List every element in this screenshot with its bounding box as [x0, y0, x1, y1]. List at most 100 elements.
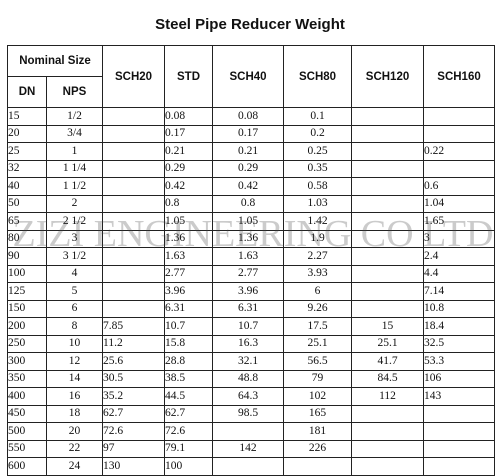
- cell-sch40: 64.3: [212, 387, 285, 406]
- cell-nps: 6: [45, 299, 104, 318]
- cell-sch160: [423, 124, 496, 143]
- cell-sch120: [351, 177, 425, 196]
- cell-std: 38.5: [164, 369, 214, 388]
- cell-std: 28.8: [164, 352, 214, 371]
- cell-sch160: 3: [423, 229, 496, 248]
- cell-std: 1.63: [164, 247, 214, 266]
- table-row: 32 1 1/4 0.29 0.29 0.35: [7, 159, 496, 178]
- cell-dn: 350: [7, 369, 47, 388]
- cell-sch120: [351, 299, 425, 318]
- cell-sch160: 10.8: [423, 299, 496, 318]
- cell-sch160: 1.04: [423, 194, 496, 213]
- cell-sch20: [102, 159, 166, 178]
- table-row: 40 1 1/2 0.42 0.42 0.58 0.6: [7, 177, 496, 196]
- table-row: 600 24 130 100: [7, 457, 496, 476]
- cell-sch20: [102, 212, 166, 231]
- cell-sch40: 0.08: [212, 107, 285, 126]
- table-row: 350 14 30.5 38.5 48.8 79 84.5 106: [7, 369, 496, 388]
- page-title: Steel Pipe Reducer Weight: [155, 16, 345, 33]
- cell-dn: 500: [7, 422, 47, 441]
- cell-dn: 200: [7, 317, 47, 336]
- cell-sch160: [423, 457, 496, 476]
- cell-sch120: [351, 247, 425, 266]
- cell-sch120: [351, 107, 425, 126]
- cell-dn: 15: [7, 107, 47, 126]
- cell-sch120: [351, 282, 425, 301]
- table-row: 90 3 1/2 1.63 1.63 2.27 2.4: [7, 247, 496, 266]
- cell-sch40: 10.7: [212, 317, 285, 336]
- cell-sch40: 0.21: [212, 142, 285, 161]
- cell-nps: 20: [45, 422, 104, 441]
- cell-std: 0.21: [164, 142, 214, 161]
- table-row: 200 8 7.85 10.7 10.7 17.5 15 18.4: [7, 317, 496, 336]
- cell-dn: 50: [7, 194, 47, 213]
- cell-nps: 24: [45, 457, 104, 476]
- cell-sch120: 25.1: [351, 334, 425, 353]
- cell-std: 44.5: [164, 387, 214, 406]
- cell-sch160: [423, 159, 496, 178]
- cell-std: 2.77: [164, 264, 214, 283]
- cell-sch40: 1.63: [212, 247, 285, 266]
- cell-sch160: 53.3: [423, 352, 496, 371]
- cell-sch40: 1.36: [212, 229, 285, 248]
- cell-sch40: 2.77: [212, 264, 285, 283]
- cell-sch160: [423, 439, 496, 458]
- cell-sch20: 130: [102, 457, 166, 476]
- cell-sch40: [212, 422, 285, 441]
- table-row: 125 5 3.96 3.96 6 7.14: [7, 282, 496, 301]
- cell-nps: 8: [45, 317, 104, 336]
- table-row: 450 18 62.7 62.7 98.5 165: [7, 404, 496, 423]
- cell-nps: 18: [45, 404, 104, 423]
- header-sch160: SCH160: [423, 45, 496, 108]
- cell-dn: 400: [7, 387, 47, 406]
- cell-sch80: 17.5: [283, 317, 353, 336]
- cell-sch160: 0.6: [423, 177, 496, 196]
- cell-sch20: 7.85: [102, 317, 166, 336]
- table-row: 400 16 35.2 44.5 64.3 102 112 143: [7, 387, 496, 406]
- cell-std: 10.7: [164, 317, 214, 336]
- cell-std: 72.6: [164, 422, 214, 441]
- cell-sch20: 62.7: [102, 404, 166, 423]
- table-row: 100 4 2.77 2.77 3.93 4.4: [7, 264, 496, 283]
- cell-sch40: 1.05: [212, 212, 285, 231]
- cell-sch40: 0.17: [212, 124, 285, 143]
- table-row: 15 1/2 0.08 0.08 0.1: [7, 107, 496, 126]
- cell-std: 15.8: [164, 334, 214, 353]
- cell-sch40: 0.8: [212, 194, 285, 213]
- cell-nps: 10: [45, 334, 104, 353]
- cell-sch40: 0.29: [212, 159, 285, 178]
- cell-sch20: [102, 107, 166, 126]
- cell-dn: 90: [7, 247, 47, 266]
- reducer-weight-table: Nominal Size SCH20 STD SCH40 SCH80 SCH12…: [6, 45, 496, 476]
- cell-sch80: 0.35: [283, 159, 353, 178]
- cell-sch20: 25.6: [102, 352, 166, 371]
- cell-nps: 3: [45, 229, 104, 248]
- cell-sch120: [351, 159, 425, 178]
- cell-dn: 600: [7, 457, 47, 476]
- cell-dn: 125: [7, 282, 47, 301]
- header-std: STD: [164, 45, 214, 108]
- table-row: 550 22 97 79.1 142 226: [7, 439, 496, 458]
- cell-sch20: 30.5: [102, 369, 166, 388]
- cell-sch160: 4.4: [423, 264, 496, 283]
- cell-sch80: 25.1: [283, 334, 353, 353]
- cell-sch80: 165: [283, 404, 353, 423]
- cell-std: 62.7: [164, 404, 214, 423]
- cell-nps: 3/4: [45, 124, 104, 143]
- cell-nps: 12: [45, 352, 104, 371]
- cell-sch40: 6.31: [212, 299, 285, 318]
- cell-nps: 4: [45, 264, 104, 283]
- cell-dn: 32: [7, 159, 47, 178]
- cell-sch40: 3.96: [212, 282, 285, 301]
- cell-sch40: 0.42: [212, 177, 285, 196]
- cell-std: 1.05: [164, 212, 214, 231]
- cell-sch120: 84.5: [351, 369, 425, 388]
- table-row: 500 20 72.6 72.6 181: [7, 422, 496, 441]
- cell-sch80: 0.1: [283, 107, 353, 126]
- cell-sch40: 48.8: [212, 369, 285, 388]
- cell-sch160: 18.4: [423, 317, 496, 336]
- cell-sch80: 181: [283, 422, 353, 441]
- cell-std: 100: [164, 457, 214, 476]
- header-sch80: SCH80: [283, 45, 353, 108]
- cell-sch120: [351, 422, 425, 441]
